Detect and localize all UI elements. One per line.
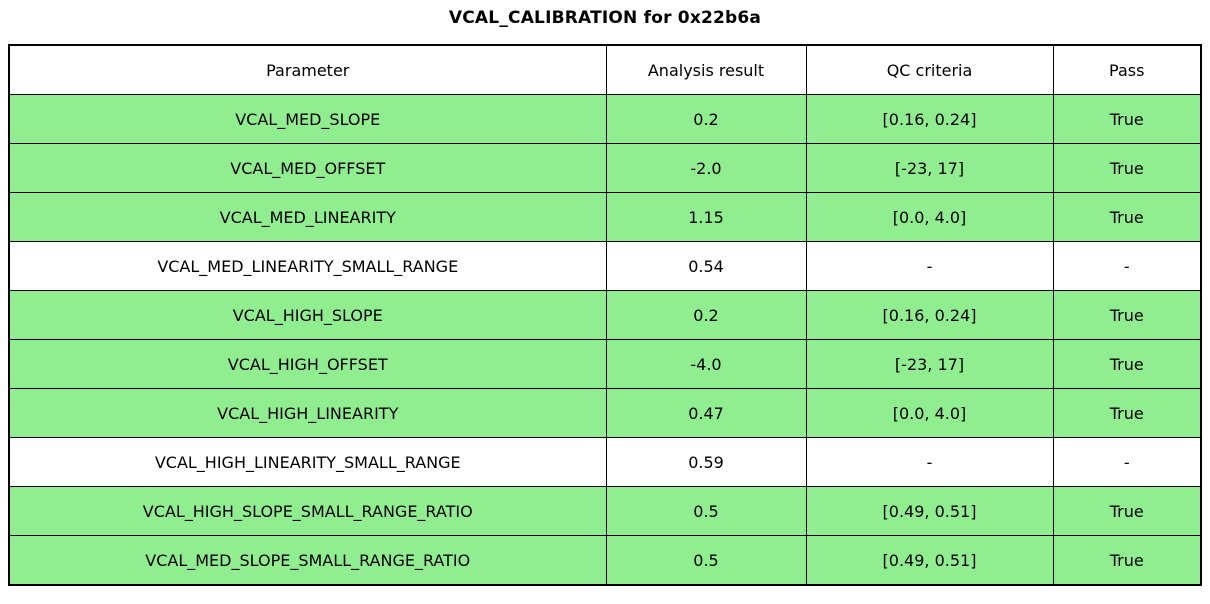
cell-pass: True: [1052, 486, 1202, 536]
cell-result: 0.47: [605, 388, 807, 438]
cell-result: -2.0: [605, 143, 807, 193]
cell-criteria: [-23, 17]: [805, 339, 1054, 389]
cell-criteria: [0.16, 0.24]: [805, 290, 1054, 340]
table-row: VCAL_HIGH_SLOPE_SMALL_RANGE_RATIO 0.5 [0…: [8, 486, 1202, 536]
cell-parameter: VCAL_MED_SLOPE_SMALL_RANGE_RATIO: [8, 535, 607, 586]
cell-criteria: -: [805, 437, 1054, 487]
table-row: VCAL_MED_LINEARITY 1.15 [0.0, 4.0] True: [8, 192, 1202, 242]
header-row: Parameter Analysis result QC criteria Pa…: [8, 44, 1202, 95]
cell-parameter: VCAL_MED_LINEARITY: [8, 192, 607, 242]
cell-pass: True: [1052, 388, 1202, 438]
cell-result: 0.59: [605, 437, 807, 487]
cell-pass: -: [1052, 437, 1202, 487]
cell-criteria: [0.49, 0.51]: [805, 486, 1054, 536]
cell-parameter: VCAL_HIGH_OFFSET: [8, 339, 607, 389]
col-header-parameter: Parameter: [8, 44, 607, 95]
cell-result: -4.0: [605, 339, 807, 389]
cell-pass: True: [1052, 94, 1202, 144]
cell-parameter: VCAL_HIGH_LINEARITY_SMALL_RANGE: [8, 437, 607, 487]
cell-pass: -: [1052, 241, 1202, 291]
table-row: VCAL_MED_LINEARITY_SMALL_RANGE 0.54 - -: [8, 241, 1202, 291]
table-row: VCAL_HIGH_SLOPE 0.2 [0.16, 0.24] True: [8, 290, 1202, 340]
cell-parameter: VCAL_MED_OFFSET: [8, 143, 607, 193]
col-header-analysis-result: Analysis result: [605, 44, 807, 95]
col-header-pass: Pass: [1052, 44, 1202, 95]
cell-pass: True: [1052, 192, 1202, 242]
table-row: VCAL_HIGH_OFFSET -4.0 [-23, 17] True: [8, 339, 1202, 389]
cell-pass: True: [1052, 339, 1202, 389]
cell-criteria: [-23, 17]: [805, 143, 1054, 193]
cell-result: 0.2: [605, 290, 807, 340]
cell-result: 0.2: [605, 94, 807, 144]
cell-result: 0.5: [605, 535, 807, 586]
cell-parameter: VCAL_MED_LINEARITY_SMALL_RANGE: [8, 241, 607, 291]
cell-criteria: -: [805, 241, 1054, 291]
page-title: VCAL_CALIBRATION for 0x22b6a: [448, 8, 762, 28]
cell-criteria: [0.49, 0.51]: [805, 535, 1054, 586]
cell-criteria: [0.0, 4.0]: [805, 192, 1054, 242]
table-row: VCAL_HIGH_LINEARITY 0.47 [0.0, 4.0] True: [8, 388, 1202, 438]
col-header-qc-criteria: QC criteria: [805, 44, 1054, 95]
calibration-table: Parameter Analysis result QC criteria Pa…: [8, 44, 1202, 586]
cell-parameter: VCAL_HIGH_LINEARITY: [8, 388, 607, 438]
cell-result: 0.5: [605, 486, 807, 536]
cell-pass: True: [1052, 143, 1202, 193]
cell-criteria: [0.0, 4.0]: [805, 388, 1054, 438]
table-row: VCAL_MED_OFFSET -2.0 [-23, 17] True: [8, 143, 1202, 193]
table-row: VCAL_MED_SLOPE_SMALL_RANGE_RATIO 0.5 [0.…: [8, 535, 1202, 586]
cell-result: 1.15: [605, 192, 807, 242]
table-row: VCAL_HIGH_LINEARITY_SMALL_RANGE 0.59 - -: [8, 437, 1202, 487]
cell-parameter: VCAL_MED_SLOPE: [8, 94, 607, 144]
table-row: VCAL_MED_SLOPE 0.2 [0.16, 0.24] True: [8, 94, 1202, 144]
cell-parameter: VCAL_HIGH_SLOPE_SMALL_RANGE_RATIO: [8, 486, 607, 536]
cell-criteria: [0.16, 0.24]: [805, 94, 1054, 144]
cell-parameter: VCAL_HIGH_SLOPE: [8, 290, 607, 340]
cell-pass: True: [1052, 290, 1202, 340]
cell-result: 0.54: [605, 241, 807, 291]
cell-pass: True: [1052, 535, 1202, 586]
